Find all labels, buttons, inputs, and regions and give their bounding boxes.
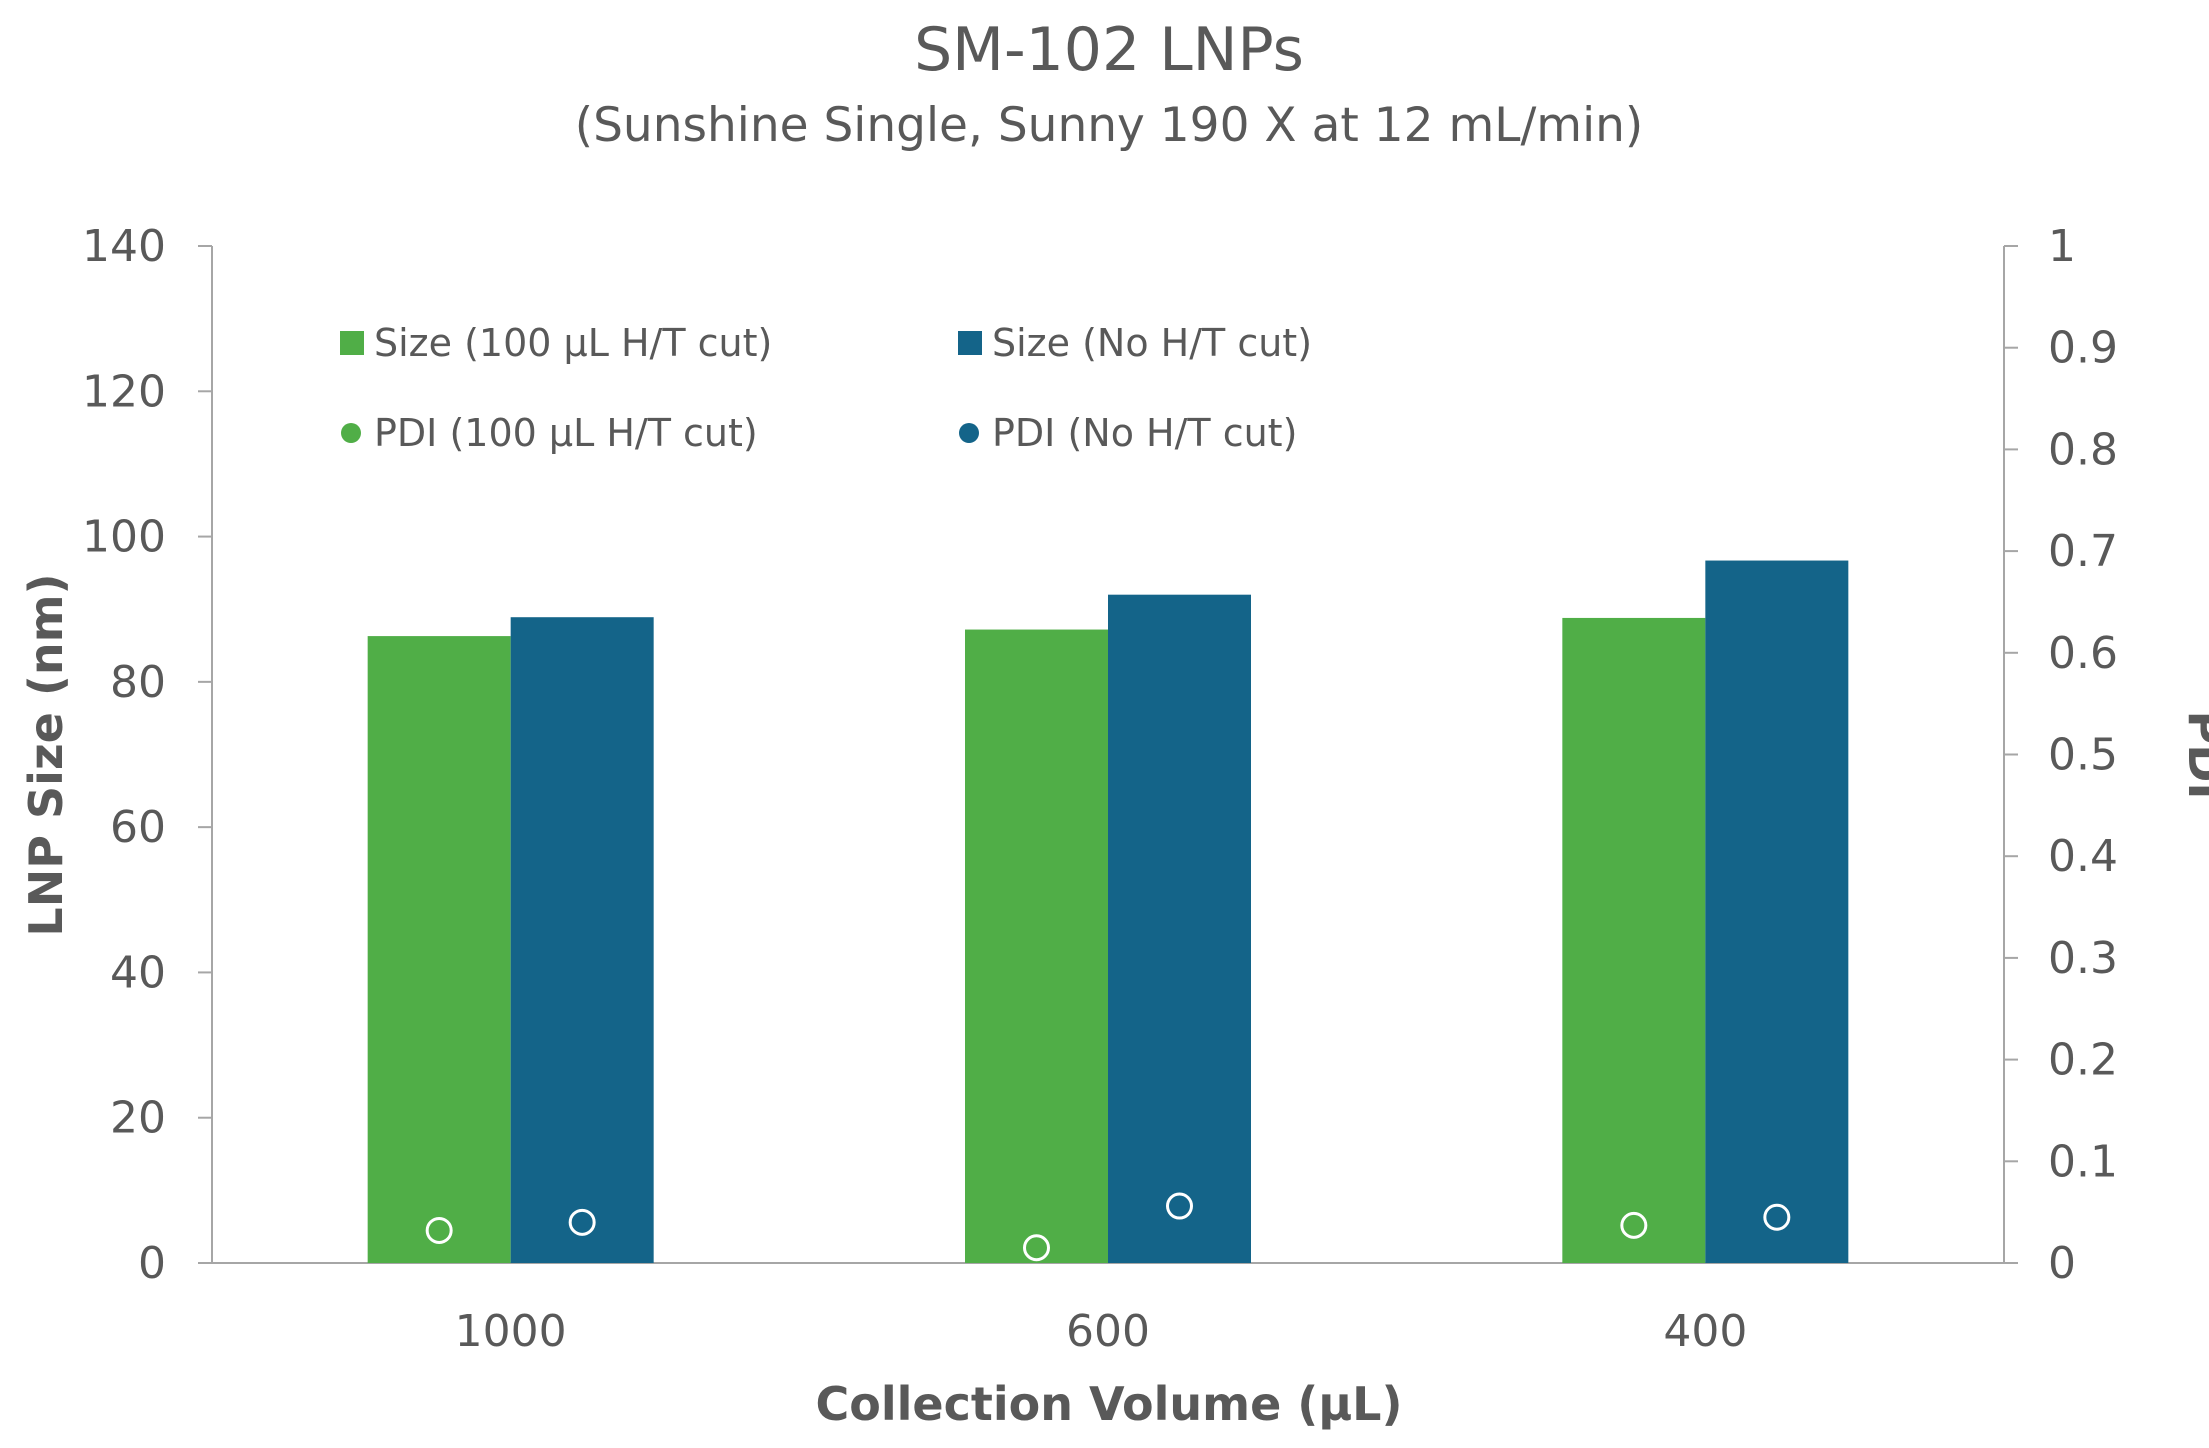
pdi-marker [1620,1211,1648,1239]
y2-tick-label: 0 [2048,1238,2076,1289]
y-axis-title: LNP Size (nm) [19,573,73,936]
y2-tick-label: 0.6 [2048,628,2118,679]
bar [1562,617,1706,1263]
y2-tick-label: 0.3 [2048,933,2118,984]
y2-tick-label: 0.4 [2048,831,2118,882]
legend-swatch [340,331,364,355]
chart-title: SM-102 LNPs [914,15,1304,85]
bar [510,617,654,1263]
bar [965,629,1108,1263]
legend-label: PDI (No H/T cut) [992,411,1297,455]
y-tick-label: 20 [110,1093,166,1144]
y2-tick-label: 1 [2048,221,2076,272]
y-tick-label: 0 [138,1238,166,1289]
chart-subtitle: (Sunshine Single, Sunny 190 X at 12 mL/m… [575,98,1644,153]
y-tick-label: 100 [82,512,166,563]
legend-marker [341,423,361,443]
bar [1705,560,1849,1263]
plot-layer: 02040608010012014000.10.20.30.40.50.60.7… [82,221,2118,1357]
y-tick-label: 140 [82,221,166,272]
legend-marker [959,423,979,443]
y-tick-label: 120 [82,366,166,417]
y2-axis-title: PDI [2178,710,2209,799]
pdi-marker [1763,1203,1791,1231]
y2-tick-label: 0.5 [2048,730,2118,781]
y2-tick-label: 0.9 [2048,323,2118,374]
legend-label: Size (No H/T cut) [992,321,1312,365]
legend-label: Size (100 µL H/T cut) [374,321,772,365]
legend-label: PDI (100 µL H/T cut) [374,411,758,455]
y-tick-label: 40 [110,947,166,998]
bar [1108,594,1251,1263]
y2-tick-label: 0.7 [2048,526,2118,577]
legend: Size (100 µL H/T cut) Size (No H/T cut) PD… [340,321,1312,455]
y2-tick-label: 0.8 [2048,424,2118,475]
pdi-marker [568,1208,596,1236]
bar [367,636,511,1263]
pdi-marker [425,1216,453,1244]
x-tick-label: 400 [1663,1306,1747,1357]
y2-tick-label: 0.2 [2048,1035,2118,1086]
pdi-marker [1023,1234,1050,1262]
y-tick-label: 60 [110,802,166,853]
x-axis-title: Collection Volume (µL) [815,1377,1402,1431]
y-tick-label: 80 [110,657,166,708]
x-tick-label: 600 [1066,1306,1150,1357]
legend-swatch [958,331,982,355]
pdi-marker [1166,1192,1193,1220]
x-tick-label: 1000 [455,1306,567,1357]
y2-tick-label: 0.1 [2048,1136,2118,1187]
